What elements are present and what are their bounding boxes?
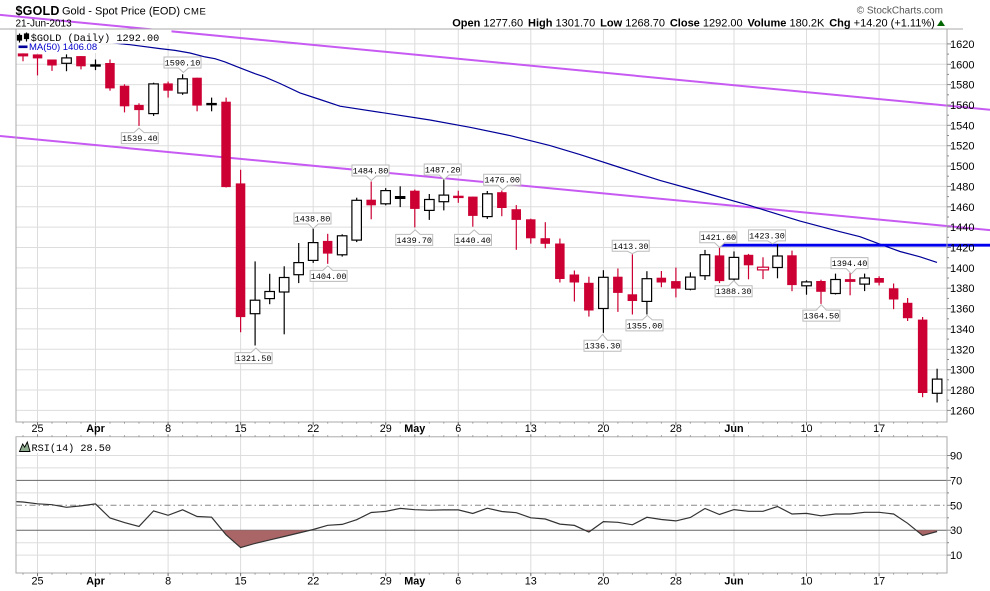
svg-text:$GOLD (Daily) 1292.00: $GOLD (Daily) 1292.00 [31,33,159,45]
svg-text:1388.30: 1388.30 [716,287,752,297]
svg-text:Gold - Spot Price (EOD): Gold - Spot Price (EOD) [62,6,180,18]
svg-text:1539.40: 1539.40 [122,134,158,144]
svg-text:1394.40: 1394.40 [832,259,868,269]
svg-text:1364.50: 1364.50 [804,312,840,322]
svg-text:1413.30: 1413.30 [613,242,649,252]
svg-text:1336.30: 1336.30 [585,342,621,352]
svg-text:22: 22 [307,575,319,587]
svg-text:RSI(14) 28.50: RSI(14) 28.50 [32,443,111,455]
svg-text:1487.20: 1487.20 [425,166,461,176]
svg-text:17: 17 [873,423,885,435]
svg-text:25: 25 [31,575,43,587]
svg-text:© StockCharts.com: © StockCharts.com [857,6,943,17]
svg-text:50: 50 [950,500,962,512]
svg-text:1460: 1460 [950,202,974,214]
svg-text:Jun: Jun [724,423,743,435]
svg-text:70: 70 [950,475,962,487]
svg-text:1421.60: 1421.60 [700,233,736,243]
svg-text:6: 6 [455,575,461,587]
svg-text:1440: 1440 [950,222,974,234]
svg-text:1580: 1580 [950,80,974,92]
svg-text:28: 28 [670,575,682,587]
svg-text:21-Jun-2013: 21-Jun-2013 [16,18,73,29]
svg-text:1280: 1280 [950,385,974,397]
svg-text:1380: 1380 [950,283,974,295]
svg-text:17: 17 [873,575,885,587]
svg-text:8: 8 [165,423,171,435]
svg-text:1520: 1520 [950,141,974,153]
svg-text:1480: 1480 [950,181,974,193]
svg-text:1500: 1500 [950,161,974,173]
svg-text:10: 10 [800,575,812,587]
svg-text:22: 22 [307,423,319,435]
svg-text:10: 10 [800,423,812,435]
svg-text:20: 20 [597,575,609,587]
svg-text:20: 20 [597,423,609,435]
svg-text:29: 29 [380,575,392,587]
svg-text:Jun: Jun [724,575,743,587]
svg-text:1320: 1320 [950,344,974,356]
svg-text:CME: CME [184,7,207,18]
svg-text:1440.40: 1440.40 [455,236,491,246]
svg-text:1355.00: 1355.00 [627,321,663,331]
svg-text:1540: 1540 [950,120,974,132]
svg-text:1321.50: 1321.50 [236,354,272,364]
svg-text:6: 6 [455,423,461,435]
svg-text:Apr: Apr [86,575,105,587]
svg-text:Open 1277.60 High 1301.70 Low: Open 1277.60 High 1301.70 Low 1268.70 Cl… [452,18,935,30]
svg-text:90: 90 [950,451,962,463]
svg-text:1476.00: 1476.00 [484,176,520,186]
svg-text:1423.30: 1423.30 [749,231,785,241]
svg-text:1340: 1340 [950,324,974,336]
svg-text:1260: 1260 [950,405,974,417]
svg-text:1300: 1300 [950,365,974,377]
svg-text:30: 30 [950,525,962,537]
svg-text:Apr: Apr [86,423,105,435]
svg-text:13: 13 [525,423,537,435]
svg-text:1420: 1420 [950,243,974,255]
svg-text:1590.10: 1590.10 [165,59,201,69]
svg-text:May: May [404,575,425,587]
svg-text:1560: 1560 [950,100,974,112]
svg-text:1404.00: 1404.00 [311,272,347,282]
svg-text:MA(50) 1406.08: MA(50) 1406.08 [29,42,97,53]
svg-text:1400: 1400 [950,263,974,275]
svg-text:1360: 1360 [950,304,974,316]
svg-text:28: 28 [670,423,682,435]
svg-text:$GOLD: $GOLD [16,4,60,18]
svg-text:1484.80: 1484.80 [353,167,389,177]
svg-text:1600: 1600 [950,59,974,71]
svg-text:13: 13 [525,575,537,587]
svg-text:15: 15 [235,575,247,587]
svg-text:1439.70: 1439.70 [396,236,432,246]
svg-text:25: 25 [31,423,43,435]
svg-text:May: May [404,423,425,435]
svg-text:1620: 1620 [950,39,974,51]
svg-text:8: 8 [165,575,171,587]
svg-text:29: 29 [380,423,392,435]
svg-text:15: 15 [235,423,247,435]
svg-text:10: 10 [950,550,962,562]
svg-text:1438.80: 1438.80 [295,215,331,225]
